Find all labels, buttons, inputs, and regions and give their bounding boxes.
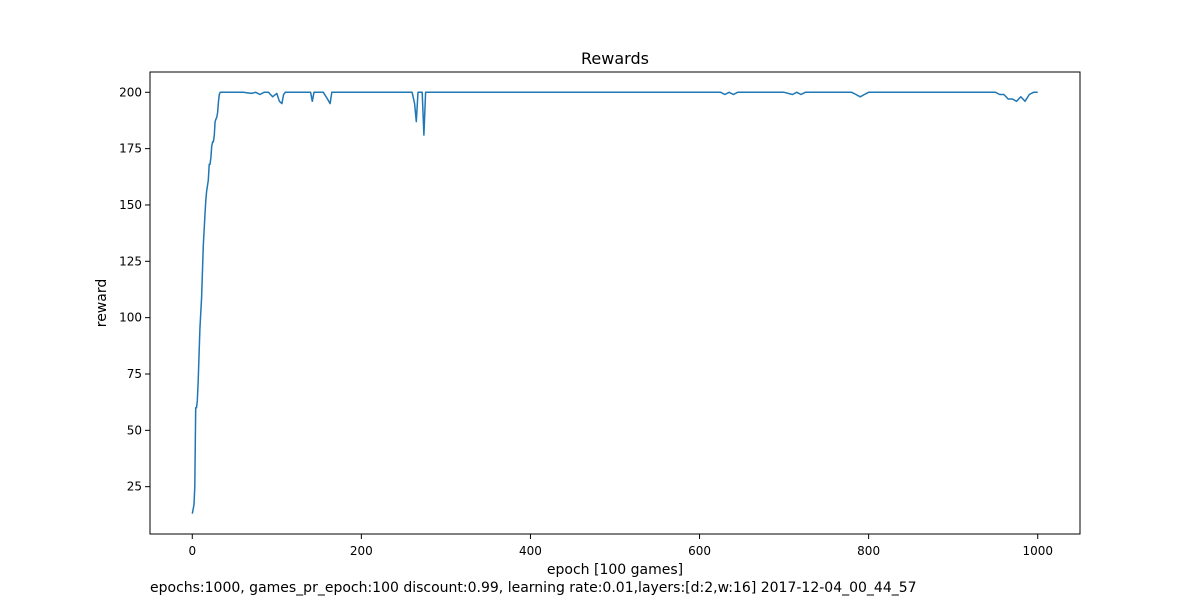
y-tick-label: 50: [127, 423, 142, 437]
y-axis-ticks: 25 50 75 100 125 150 175 200: [119, 85, 150, 494]
y-tick-label: 150: [119, 198, 142, 212]
x-tick-label: 400: [519, 544, 542, 558]
y-tick-label: 100: [119, 311, 142, 325]
x-tick-label: 600: [688, 544, 711, 558]
y-tick-label: 75: [127, 367, 142, 381]
x-tick-label: 1000: [1022, 544, 1053, 558]
x-tick-label: 800: [857, 544, 880, 558]
plot-area-frame: [149, 71, 1081, 535]
y-tick-label: 25: [127, 480, 142, 494]
series-line-reward: [191, 91, 1038, 514]
chart-title: Rewards: [581, 49, 649, 68]
y-tick-label: 175: [119, 142, 142, 156]
y-tick-label: 200: [119, 85, 142, 99]
run-parameters-caption: epochs:1000, games_pr_epoch:100 discount…: [150, 580, 917, 596]
x-axis-ticks: 0 200 400 600 800 1000: [188, 534, 1053, 558]
y-axis-label: reward: [94, 279, 110, 328]
x-tick-label: 0: [188, 544, 196, 558]
x-tick-label: 200: [350, 544, 373, 558]
x-axis-label: epoch [100 games]: [547, 562, 683, 578]
y-tick-label: 125: [119, 254, 142, 268]
